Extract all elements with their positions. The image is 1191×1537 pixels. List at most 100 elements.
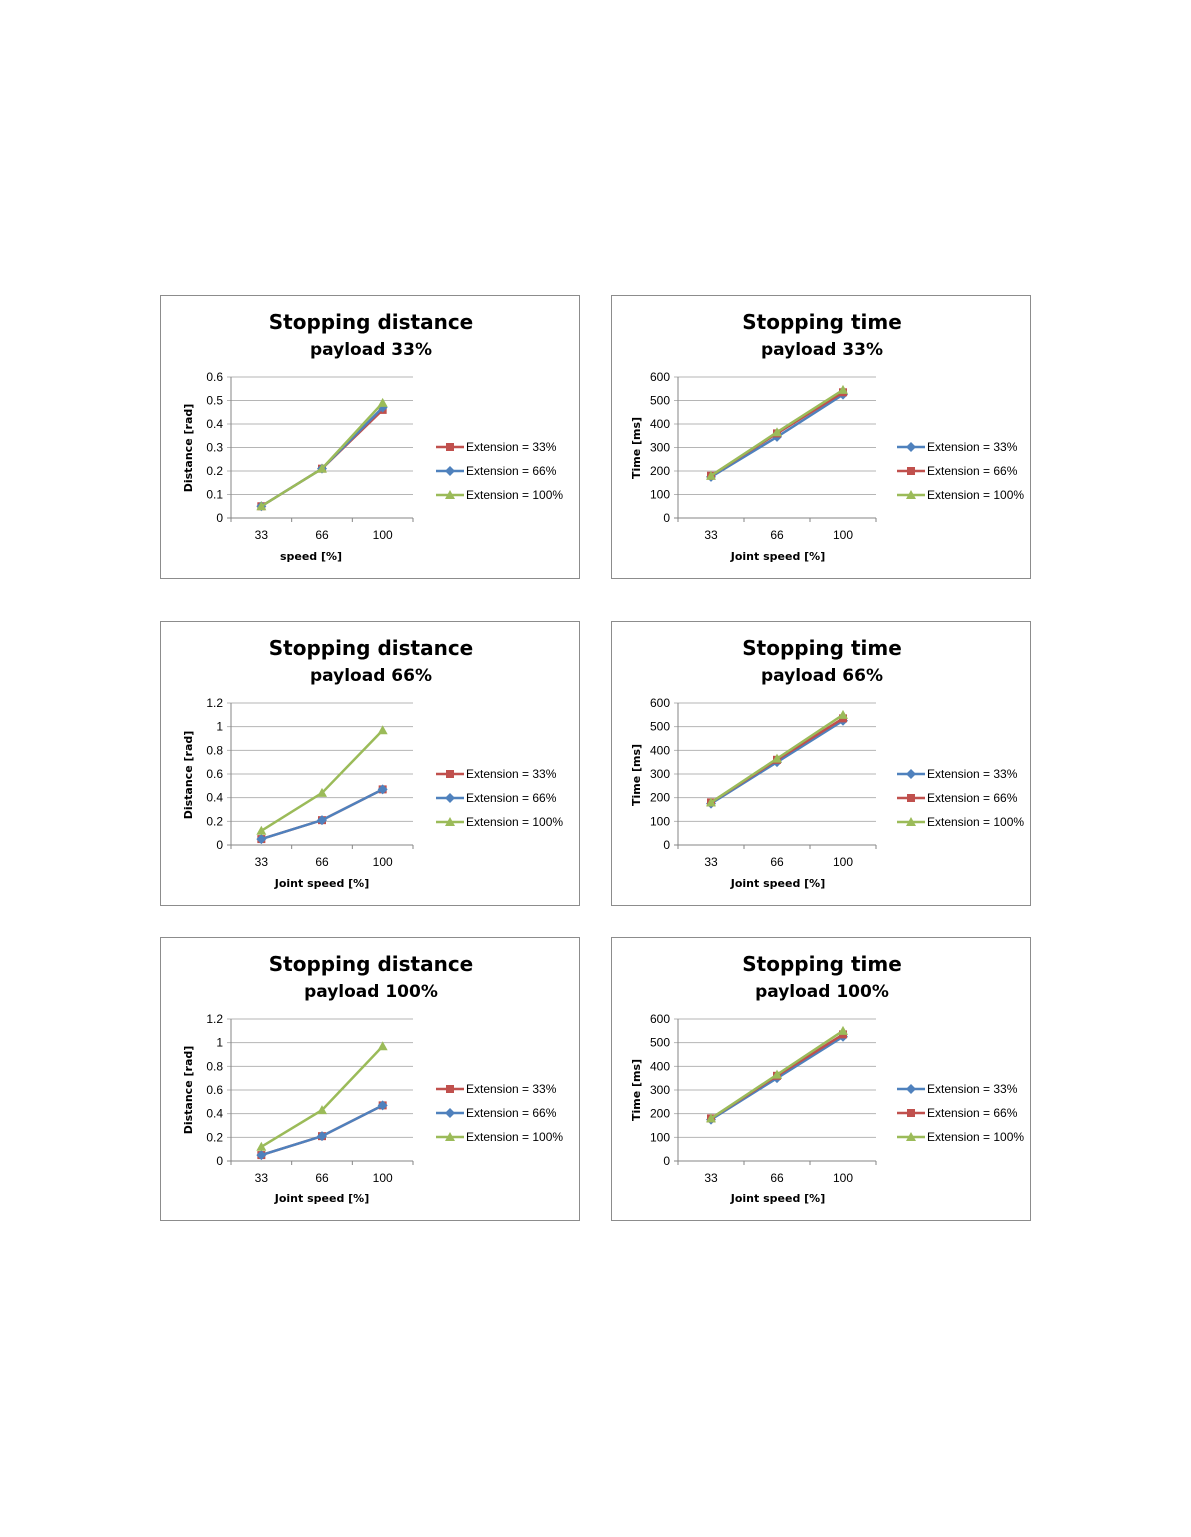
legend-marker xyxy=(906,442,916,452)
x-axis-label: Joint speed [%] xyxy=(730,1192,825,1205)
y-tick-label: 300 xyxy=(650,1083,670,1097)
legend-label: Extension = 100% xyxy=(466,815,563,829)
y-tick-label: 0.4 xyxy=(206,417,223,431)
data-point xyxy=(377,1100,388,1111)
plot-area: 0 0.2 0.4 0.6 0.8 1 1.2 33 66 100 Extension = 33% E… xyxy=(206,1012,563,1185)
legend-label: Extension = 100% xyxy=(466,1130,563,1144)
y-axis-label: Time [ms] xyxy=(630,1059,643,1121)
legend-label: Extension = 33% xyxy=(927,1082,1018,1096)
x-axis-label: Joint speed [%] xyxy=(274,1192,369,1205)
data-point xyxy=(256,825,267,835)
legend-label: Extension = 33% xyxy=(466,1082,557,1096)
data-point xyxy=(256,501,267,511)
series-line xyxy=(260,402,384,508)
y-tick-label: 100 xyxy=(650,488,670,502)
y-tick-label: 600 xyxy=(650,1012,670,1026)
plot-area: 0 0.2 0.4 0.6 0.8 1 1.2 33 66 100 Extension = 33% E… xyxy=(206,696,563,869)
legend-label: Extension = 33% xyxy=(927,767,1018,781)
legend-label: Extension = 66% xyxy=(466,1106,557,1120)
x-tick-label: 33 xyxy=(704,528,718,542)
data-point xyxy=(772,427,782,437)
data-point xyxy=(256,1150,267,1161)
x-tick-label: 100 xyxy=(373,855,393,869)
y-tick-label: 400 xyxy=(650,743,670,757)
legend-label: Extension = 66% xyxy=(927,791,1018,805)
data-point xyxy=(317,787,327,797)
legend-marker xyxy=(445,1132,455,1141)
y-tick-label: 600 xyxy=(650,696,670,710)
x-tick-label: 100 xyxy=(833,528,853,542)
y-tick-label: 200 xyxy=(650,791,670,805)
x-tick-label: 33 xyxy=(704,1171,718,1185)
legend-marker xyxy=(906,490,916,499)
y-tick-label: 0.2 xyxy=(206,1130,223,1144)
y-tick-label: 600 xyxy=(650,370,670,384)
legend-marker xyxy=(907,794,915,802)
y-tick-label: 0.6 xyxy=(206,370,223,384)
chart-svg: Stopping time payload 100% Joint speed [… xyxy=(630,952,1024,1205)
chart-svg: Stopping distance payload 66% Joint spee… xyxy=(182,636,563,890)
y-tick-label: 300 xyxy=(650,441,670,455)
x-tick-label: 66 xyxy=(770,1171,784,1185)
plot-area: 0 0.1 0.2 0.3 0.4 0.5 0.6 33 66 100 Extension = 33… xyxy=(206,370,563,542)
x-tick-label: 33 xyxy=(255,1171,269,1185)
data-point xyxy=(256,1141,267,1151)
chart-subtitle: payload 66% xyxy=(310,666,432,686)
y-tick-label: 0.3 xyxy=(206,441,223,455)
legend-marker xyxy=(445,466,455,476)
legend-marker xyxy=(907,467,915,475)
legend-marker xyxy=(446,770,454,778)
legend-label: Extension = 100% xyxy=(927,488,1024,502)
y-tick-label: 0.1 xyxy=(206,488,223,502)
legend-marker xyxy=(445,793,455,803)
legend-label: Extension = 33% xyxy=(466,440,557,454)
data-point xyxy=(317,1105,327,1115)
y-tick-label: 0.8 xyxy=(206,743,223,757)
data-point xyxy=(772,1069,782,1079)
y-tick-label: 0.6 xyxy=(206,767,223,781)
chart-title: Stopping distance xyxy=(269,310,474,334)
data-point xyxy=(838,1025,848,1035)
x-tick-label: 100 xyxy=(833,1171,853,1185)
y-tick-label: 0 xyxy=(663,511,670,525)
chart-title: Stopping time xyxy=(742,636,902,660)
y-tick-label: 0 xyxy=(216,838,223,852)
data-point xyxy=(772,753,782,763)
legend-label: Extension = 33% xyxy=(927,440,1018,454)
chart-subtitle: payload 33% xyxy=(310,340,432,360)
x-tick-label: 33 xyxy=(704,855,718,869)
data-point xyxy=(706,1113,716,1123)
plot-area: 0 100 200 300 400 500 600 33 66 100 Extension = 33… xyxy=(650,696,1024,869)
data-point xyxy=(706,470,716,480)
y-tick-label: 0 xyxy=(663,838,670,852)
chart-subtitle: payload 33% xyxy=(761,340,883,360)
chart-panel-stopping-time-payload-66: Stopping time payload 66% Joint speed [%… xyxy=(611,621,1031,906)
y-tick-label: 0 xyxy=(663,1154,670,1168)
x-tick-label: 33 xyxy=(255,855,269,869)
chart-subtitle: payload 100% xyxy=(304,982,438,1002)
y-axis-label: Distance [rad] xyxy=(182,404,195,493)
legend-label: Extension = 66% xyxy=(927,1106,1018,1120)
chart-svg: Stopping distance payload 33% speed [%] … xyxy=(182,310,563,563)
chart-svg: Stopping time payload 66% Joint speed [%… xyxy=(630,636,1024,890)
x-axis-label: speed [%] xyxy=(280,550,342,563)
y-tick-label: 0.4 xyxy=(206,791,223,805)
chart-title: Stopping time xyxy=(742,310,902,334)
y-tick-label: 1.2 xyxy=(206,696,223,710)
y-tick-label: 0.6 xyxy=(206,1083,223,1097)
x-tick-label: 66 xyxy=(315,855,329,869)
y-tick-label: 0 xyxy=(216,511,223,525)
x-axis-label: Joint speed [%] xyxy=(730,550,825,563)
y-tick-label: 200 xyxy=(650,1107,670,1121)
chart-title: Stopping distance xyxy=(269,636,474,660)
y-tick-label: 0.2 xyxy=(206,814,223,828)
data-point xyxy=(838,709,848,719)
y-tick-label: 1.2 xyxy=(206,1012,223,1026)
y-tick-label: 200 xyxy=(650,464,670,478)
y-tick-label: 1 xyxy=(216,1036,223,1050)
chart-title: Stopping time xyxy=(742,952,902,976)
x-tick-label: 100 xyxy=(373,1171,393,1185)
y-tick-label: 1 xyxy=(216,720,223,734)
data-point xyxy=(256,834,267,845)
y-tick-label: 400 xyxy=(650,1059,670,1073)
